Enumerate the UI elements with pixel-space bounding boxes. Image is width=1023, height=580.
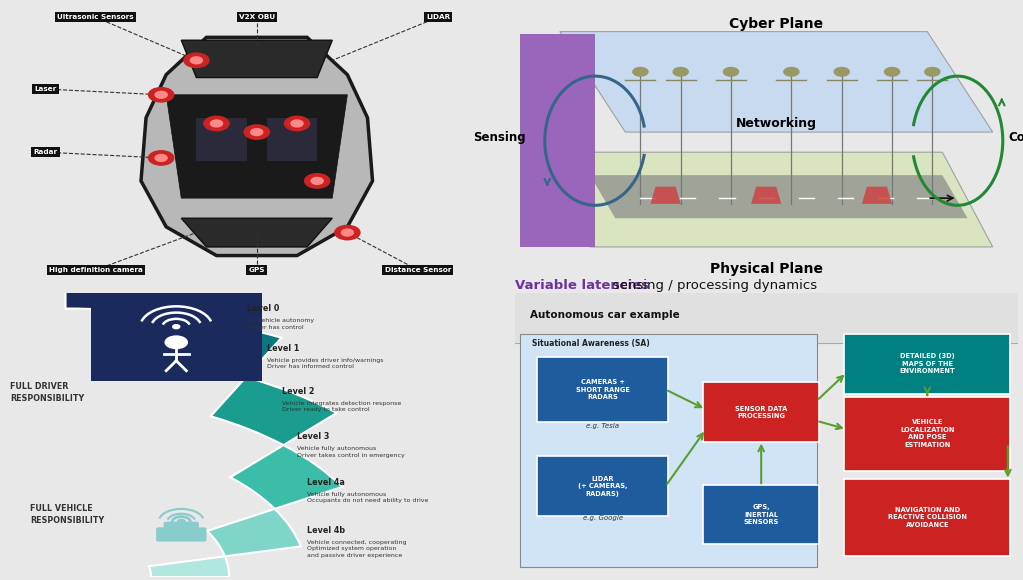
Text: Variable latencies: Variable latencies [515, 280, 649, 292]
Wedge shape [148, 314, 281, 377]
Circle shape [190, 57, 203, 64]
Text: Vehicle provides driver info/warnings
Driver has informed control: Vehicle provides driver info/warnings Dr… [267, 358, 384, 369]
Circle shape [155, 91, 167, 98]
Text: High definition camera: High definition camera [49, 267, 142, 273]
FancyBboxPatch shape [520, 34, 595, 247]
Text: Radar: Radar [34, 149, 57, 155]
Text: Cyber Plane: Cyber Plane [729, 17, 824, 31]
Text: Vehicle fully autonomous
Driver takes control in emergency: Vehicle fully autonomous Driver takes co… [297, 447, 405, 458]
Text: e.g. Tesla: e.g. Tesla [586, 423, 619, 429]
Circle shape [173, 325, 180, 329]
Polygon shape [590, 175, 968, 218]
Polygon shape [141, 37, 372, 256]
Wedge shape [149, 556, 229, 577]
FancyBboxPatch shape [704, 382, 819, 442]
Polygon shape [267, 118, 317, 161]
Polygon shape [861, 187, 892, 204]
Text: sensing / processing dynamics: sensing / processing dynamics [515, 280, 816, 292]
Text: VEHICLE
LOCALIZATION
AND POSE
ESTIMATION: VEHICLE LOCALIZATION AND POSE ESTIMATION [900, 419, 954, 448]
Circle shape [885, 67, 899, 76]
Text: FULL VEHICLE
RESPONSIBILITY: FULL VEHICLE RESPONSIBILITY [31, 504, 104, 525]
Text: Autonomous car example: Autonomous car example [530, 310, 679, 320]
FancyBboxPatch shape [537, 456, 668, 516]
FancyBboxPatch shape [520, 334, 816, 567]
FancyBboxPatch shape [844, 479, 1011, 556]
Circle shape [633, 67, 648, 76]
Text: Situational Awareness (SA): Situational Awareness (SA) [532, 339, 650, 348]
Text: GPS,
INERTIAL
SENSORS: GPS, INERTIAL SENSORS [744, 504, 779, 525]
Circle shape [784, 67, 799, 76]
Text: SENSOR DATA
PROCESSING: SENSOR DATA PROCESSING [736, 405, 788, 419]
Wedge shape [211, 377, 337, 445]
Text: DETAILED (3D)
MAPS OF THE
ENVIRONMENT: DETAILED (3D) MAPS OF THE ENVIRONMENT [899, 353, 955, 375]
Text: NAVIGATION AND
REACTIVE COLLISION
AVOIDANCE: NAVIGATION AND REACTIVE COLLISION AVOIDA… [888, 507, 967, 528]
Polygon shape [196, 118, 247, 161]
FancyBboxPatch shape [91, 290, 262, 381]
Text: Vehicle fully autonomous
Occupants do not need ability to drive: Vehicle fully autonomous Occupants do no… [307, 492, 429, 503]
Circle shape [155, 154, 167, 161]
Text: Level 3: Level 3 [297, 432, 329, 441]
Text: Ultrasonic Sensors: Ultrasonic Sensors [57, 14, 134, 20]
Circle shape [204, 117, 229, 130]
Circle shape [251, 129, 263, 136]
Text: No vehicle autonomy
Driver has control: No vehicle autonomy Driver has control [247, 318, 314, 329]
Text: Level 0: Level 0 [247, 304, 279, 313]
Text: Networking: Networking [736, 117, 816, 130]
Text: Sensing: Sensing [474, 131, 526, 144]
Polygon shape [166, 95, 348, 198]
Wedge shape [208, 509, 301, 556]
Circle shape [925, 67, 940, 76]
Text: Laser: Laser [34, 86, 56, 92]
Text: e.g. Google: e.g. Google [582, 515, 623, 521]
FancyBboxPatch shape [704, 485, 819, 545]
Text: Control: Control [1009, 131, 1023, 144]
FancyBboxPatch shape [499, 287, 1023, 343]
FancyBboxPatch shape [164, 521, 198, 533]
Text: V2X OBU: V2X OBU [238, 14, 275, 20]
Text: Level 4b: Level 4b [307, 526, 345, 535]
Circle shape [335, 226, 360, 240]
Polygon shape [651, 187, 680, 204]
Circle shape [311, 177, 323, 184]
Polygon shape [540, 152, 992, 247]
Text: Vehicle connected, cooperating
Optimized system operation
and passive driver exp: Vehicle connected, cooperating Optimized… [307, 540, 406, 557]
Text: FULL DRIVER
RESPONSIBILITY: FULL DRIVER RESPONSIBILITY [10, 382, 85, 403]
Circle shape [165, 336, 187, 349]
Circle shape [291, 120, 303, 127]
FancyBboxPatch shape [844, 397, 1011, 470]
FancyBboxPatch shape [157, 527, 207, 542]
Circle shape [148, 151, 174, 165]
Text: Level 2: Level 2 [282, 387, 314, 396]
Circle shape [723, 67, 739, 76]
Circle shape [244, 125, 269, 139]
Text: LiDAR: LiDAR [426, 14, 450, 20]
Circle shape [342, 229, 353, 236]
Circle shape [148, 88, 174, 102]
Circle shape [211, 120, 223, 127]
Polygon shape [181, 218, 332, 247]
Polygon shape [560, 31, 992, 132]
Polygon shape [751, 187, 782, 204]
Text: Level 1: Level 1 [267, 344, 299, 353]
Wedge shape [230, 445, 343, 509]
Circle shape [305, 174, 329, 188]
Text: Distance Sensor: Distance Sensor [385, 267, 451, 273]
Text: LIDAR
(+ CAMERAS,
RADARS): LIDAR (+ CAMERAS, RADARS) [578, 476, 627, 496]
Text: GPS: GPS [249, 267, 265, 273]
Circle shape [673, 67, 688, 76]
Text: CAMERAS +
SHORT RANGE
RADARS: CAMERAS + SHORT RANGE RADARS [576, 379, 629, 400]
Wedge shape [65, 264, 181, 314]
Circle shape [177, 520, 185, 524]
FancyBboxPatch shape [844, 334, 1011, 394]
Circle shape [834, 67, 849, 76]
Text: Vehicle integrates detection response
Driver ready to take control: Vehicle integrates detection response Dr… [282, 401, 401, 412]
Text: Level 4a: Level 4a [307, 478, 345, 487]
Circle shape [184, 53, 209, 67]
Circle shape [284, 117, 310, 130]
FancyBboxPatch shape [537, 357, 668, 422]
Text: Physical Plane: Physical Plane [710, 262, 822, 275]
Polygon shape [181, 40, 332, 78]
